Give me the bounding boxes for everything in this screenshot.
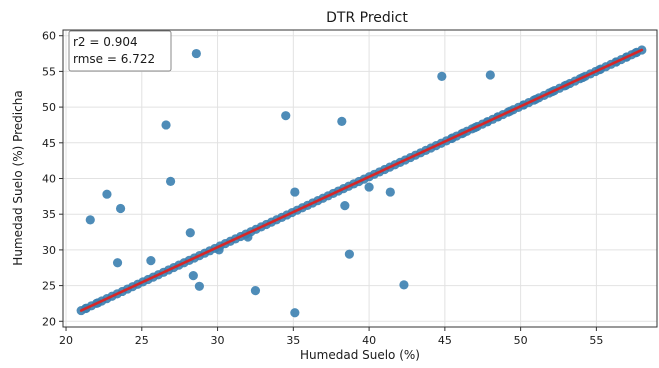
y-axis-ticks: 20 25 30 35 40 45 50 55 60 bbox=[42, 30, 63, 328]
y-axis-label: Humedad Suelo (%) Predicha bbox=[11, 90, 25, 265]
scatter-point bbox=[281, 111, 291, 121]
r2-text: r2 = 0.904 bbox=[73, 35, 138, 49]
y-tick-label: 30 bbox=[42, 244, 56, 257]
scatter-point bbox=[161, 120, 171, 130]
scatter-point bbox=[146, 256, 156, 266]
scatter-point bbox=[290, 187, 300, 197]
scatter-point bbox=[194, 281, 204, 291]
scatter-point bbox=[85, 215, 95, 225]
y-tick-label: 25 bbox=[42, 280, 56, 293]
scatter-point bbox=[485, 70, 495, 80]
x-tick-label: 45 bbox=[438, 334, 452, 347]
metrics-box bbox=[68, 30, 172, 72]
scatter-point bbox=[185, 228, 195, 238]
y-tick-label: 55 bbox=[42, 65, 56, 78]
x-tick-label: 55 bbox=[589, 334, 603, 347]
x-tick-label: 20 bbox=[59, 334, 73, 347]
x-tick-label: 50 bbox=[514, 334, 528, 347]
x-tick-label: 30 bbox=[211, 334, 225, 347]
scatter-point bbox=[115, 203, 126, 214]
x-tick-label: 25 bbox=[135, 334, 149, 347]
y-tick-label: 35 bbox=[42, 208, 56, 221]
chart-title: DTR Predict bbox=[326, 10, 408, 26]
rmse-text: rmse = 6.722 bbox=[73, 52, 155, 66]
x-axis-label: Humedad Suelo (%) bbox=[300, 348, 420, 362]
scatter-point bbox=[188, 270, 198, 281]
x-tick-label: 35 bbox=[286, 334, 300, 347]
y-tick-label: 45 bbox=[42, 137, 56, 150]
fit-line bbox=[79, 48, 644, 312]
y-tick-label: 40 bbox=[42, 173, 56, 186]
scatter-point bbox=[399, 280, 409, 290]
scatter-point bbox=[385, 187, 395, 197]
y-tick-label: 20 bbox=[42, 315, 56, 328]
y-tick-label: 50 bbox=[42, 101, 56, 114]
scatter-point bbox=[364, 182, 374, 192]
scatter-point bbox=[340, 201, 350, 211]
scatter-point bbox=[290, 308, 300, 318]
scatter-point bbox=[165, 176, 176, 186]
metrics-annotation: r2 = 0.904 rmse = 6.722 bbox=[68, 30, 172, 72]
x-axis-ticks: 20 25 30 35 40 45 50 55 bbox=[59, 327, 603, 347]
scatter-point bbox=[344, 249, 354, 259]
scatter-point bbox=[102, 189, 112, 199]
scatter-point bbox=[191, 48, 201, 59]
scatter-point bbox=[250, 285, 261, 296]
scatter-point bbox=[437, 71, 447, 82]
fit-line-group bbox=[79, 48, 644, 312]
scatter-point bbox=[337, 116, 347, 126]
x-tick-label: 40 bbox=[362, 334, 376, 347]
scatter-point bbox=[112, 258, 123, 268]
y-tick-label: 60 bbox=[42, 30, 56, 43]
